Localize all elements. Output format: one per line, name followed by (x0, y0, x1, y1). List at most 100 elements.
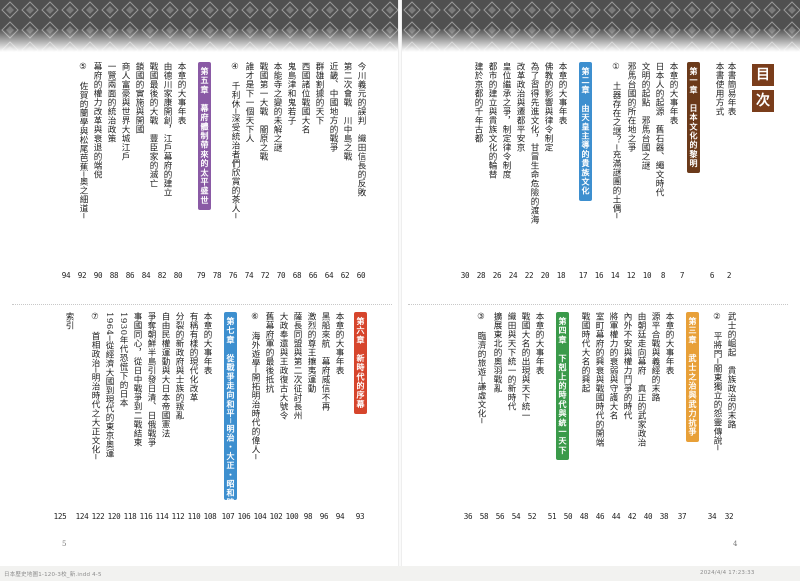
toc-entry[interactable]: 將軍權力的衰弱與守護大名 (608, 312, 618, 420)
toc-column-entry[interactable]: ⑥ 海外遊學─開拓明治時代的偉人─ (250, 312, 260, 460)
toc-entry[interactable]: 舊幕府軍的最後抵抗 (264, 312, 274, 393)
column-marker: ⑥ (250, 312, 260, 323)
chapter-7-label: 第七章 (226, 317, 236, 345)
chapter-4-badge[interactable]: 第四章 下剋上的時代與統一天下 (556, 312, 569, 461)
toc-entry[interactable]: 由朝廷走向幕府 真正的武家政治 (636, 312, 646, 447)
toc-column-entry[interactable]: ④ 千利休─深受統治者們欣賞的茶人─ (230, 62, 240, 219)
toc-page-number: 52 (527, 512, 537, 521)
toc-entry[interactable]: 本章的大事年表 (668, 62, 678, 125)
toc-entry[interactable]: 1964─從經濟大國到現代的東京奧運 (104, 312, 114, 459)
toc-entry[interactable]: 邪馬台國的所在地之爭 (626, 62, 636, 152)
toc-entry[interactable]: 本章的大事年表 (534, 312, 544, 375)
toc-entry[interactable]: 爭奪朝鮮半島引發日清、日俄戰爭 (146, 312, 156, 447)
toc-entry[interactable]: 由德川家康開創，江戶幕府的建立 (162, 62, 172, 197)
toc-entry[interactable]: 本章的大事年表 (334, 312, 344, 375)
toc-page-number: 20 (540, 271, 550, 280)
toc-page-number: 22 (524, 271, 534, 280)
toc-page-number: 118 (123, 512, 137, 521)
chapter-7-badge[interactable]: 第七章 從戰爭走向和平─明治・大正・昭和時代 (224, 312, 237, 516)
chapter-3-title: 武士之治與武力抗爭 (688, 353, 698, 437)
toc-column-entry[interactable]: ⑤ 佐賀的蘭學與松尾芭蕉─奧之細道─ (78, 62, 88, 219)
toc-page-number: 12 (626, 271, 636, 280)
column-title: 海外遊學─開拓明治時代的偉人─ (250, 331, 260, 460)
toc-entry[interactable]: 戰國最後的大戰 豐臣家的滅亡 (148, 62, 158, 188)
toc-page-number: 84 (141, 271, 151, 280)
toc-entry[interactable]: 西國諸位戰國大名 (300, 62, 310, 134)
toc-entry[interactable]: 有稱有樣的現代化改革 (188, 312, 198, 402)
toc-entry[interactable]: 幕府的權力改革與衰退的端倪 (92, 62, 102, 179)
toc-entry[interactable]: 佛教的影響與律令制定 (543, 62, 553, 152)
toc-entry[interactable]: 第二次會戰 川中島之戰 (342, 62, 352, 161)
toc-entry[interactable]: 鎖國的實施與開國 (134, 62, 144, 134)
chapter-3-badge[interactable]: 第三章 武士之治與武力抗爭 (686, 312, 699, 442)
toc-entry[interactable]: 源平合戰與義經的末路 (650, 312, 660, 402)
toc-entry[interactable]: 本章的大事年表 (202, 312, 212, 375)
toc-entry[interactable]: 改革政治與遷都平安京 (515, 62, 525, 152)
toc-entry[interactable]: 激烈的尊王攘夷運動 (306, 312, 316, 393)
toc-entry[interactable]: 擴展東北的奧羽戰亂 (492, 312, 502, 393)
toc-page-number: 16 (594, 271, 604, 280)
toc-entry[interactable]: 一覽兩面的統治政策 (106, 62, 116, 143)
chapter-7-range: 明治・大正・昭和時代 (226, 424, 236, 517)
toc-entry[interactable]: 日本人的起源 舊石器、繩文時代 (654, 62, 664, 197)
toc-entry[interactable]: 都市的建立與貴族文化的輪替 (487, 62, 497, 179)
toc-entry[interactable]: 本章的大事年表 (664, 312, 674, 375)
column-marker: ② (712, 312, 722, 323)
toc-index-entry[interactable]: 索引 (64, 312, 74, 330)
toc-entry[interactable]: 誰才是下一個天下人 (244, 62, 254, 143)
toc-entry[interactable]: 黑船來航 幕府威信不再 (320, 312, 330, 411)
toc-page-number: 32 (724, 512, 734, 521)
toc-entry[interactable]: 武士的崛起 貴族政治的末路 (726, 312, 736, 429)
toc-entry[interactable]: 本能寺之變的未解之謎 (272, 62, 282, 152)
toc-page-number: 66 (308, 271, 318, 280)
chapter-2-badge[interactable]: 第二章 由天皇主導的貴族文化 (579, 62, 592, 201)
toc-entry[interactable]: 鬼島津和鬼若子 (286, 62, 296, 125)
chapter-1-badge[interactable]: 第一章 日本文化的黎明 (687, 62, 700, 174)
toc-entry[interactable]: 薩長同盟與第二次征討長州 (292, 312, 302, 420)
toc-page-number: 78 (212, 271, 222, 280)
toc-entry[interactable]: 分裂的新政府與士族的叛亂 (174, 312, 184, 420)
toc-entry[interactable]: 群雄割據的天下 (314, 62, 324, 125)
toc-page-number: 72 (260, 271, 270, 280)
toc-page-number: 112 (171, 512, 185, 521)
toc-entry[interactable]: 本書簡易年表 (726, 62, 736, 116)
page-folio-right: 4 (733, 540, 738, 548)
toc-entry[interactable]: 皇位繼承之爭，制定律令制度 (501, 62, 511, 179)
toc-entry[interactable]: 1930年代恐慌下的日本 (118, 312, 128, 408)
toc-entry[interactable]: 戰國時代大名的興起 (580, 312, 590, 393)
toc-entry[interactable]: 為了習得先進文化，甘冒生命危險的渡海 (529, 62, 539, 224)
toc-column-entry[interactable]: ② 平將門─關東獨立的怨靈傳說─ (712, 312, 722, 451)
column-title: 平將門─關東獨立的怨靈傳說─ (712, 331, 722, 451)
chapter-6-badge[interactable]: 第六章 新時代的序幕 (354, 312, 367, 415)
toc-entry[interactable]: 內外不安與權力鬥爭的時代 (622, 312, 632, 420)
toc-page-number: 42 (627, 512, 637, 521)
toc-entry[interactable]: 文明的起點 邪馬台國之謎 (640, 62, 650, 170)
toc-page-number: 76 (228, 271, 238, 280)
toc-page-number: 110 (187, 512, 201, 521)
toc-column-entry[interactable]: ① 土器存在之謎？─充滿謎團的土偶─ (611, 62, 621, 219)
toc-page-number: 17 (578, 271, 588, 280)
toc-entry[interactable]: 本章的大事年表 (176, 62, 186, 125)
toc-entry[interactable]: 建於京都的千年古都 (473, 62, 483, 143)
toc-entry[interactable]: 戰國大名的出現與天下統一 (520, 312, 530, 420)
toc-entry[interactable]: 織田與天下統一的新時代 (506, 312, 516, 411)
chapter-5-badge[interactable]: 第五章 幕府體制帶來的太平盛世 (198, 62, 211, 211)
column-marker: ⑦ (90, 312, 100, 323)
toc-column-entry[interactable]: ⑦ 首相政治─明治時代之大正文化─ (90, 312, 100, 460)
toc-column-entry[interactable]: ③ 臨濟的旅遊─謙虛文化─ (476, 312, 486, 424)
toc-entry[interactable]: 大政奉還與王政復古大號令 (278, 312, 288, 420)
toc-entry[interactable]: 事國同心，從日中戰爭到二戰結束 (132, 312, 142, 447)
toc-entry[interactable]: 本書使用方式 (714, 62, 724, 116)
toc-page-number: 120 (107, 512, 121, 521)
toc-page-number: 18 (556, 271, 566, 280)
toc-entry[interactable]: 本章的大事年表 (557, 62, 567, 125)
toc-page-number: 24 (508, 271, 518, 280)
toc-entry[interactable]: 室町幕府的興衰與戰國時代的開端 (594, 312, 604, 447)
toc-entry[interactable]: 商人富豪與世界大城江戶 (120, 62, 130, 161)
page-folio-left: 5 (62, 540, 67, 548)
toc-entry[interactable]: 近畿、中國地方的戰爭 (328, 62, 338, 152)
section-divider-right (408, 304, 788, 305)
toc-entry[interactable]: 戰國第一大戰 關原之戰 (258, 62, 268, 161)
toc-entry[interactable]: 自由民權運動與大日本帝國憲法 (160, 312, 170, 438)
toc-entry[interactable]: 今川義元的誤判 織田信長的反敗 (356, 62, 366, 197)
